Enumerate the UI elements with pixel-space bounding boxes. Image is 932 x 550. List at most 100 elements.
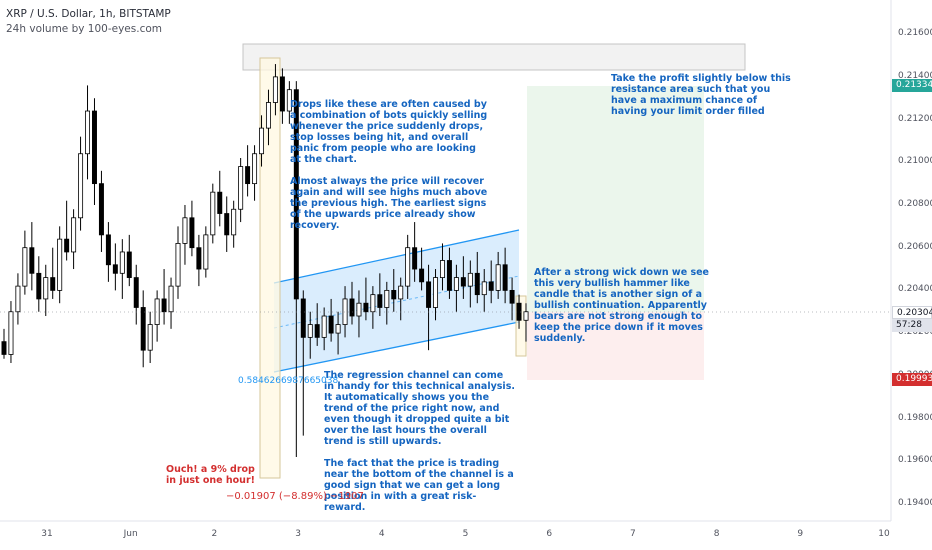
candle-body: [189, 217, 195, 249]
time-axis-tick: 8: [713, 529, 720, 539]
regression-channel-fill: [274, 230, 519, 372]
candle-body: [398, 285, 404, 300]
candle-body: [85, 110, 91, 155]
candle-body: [50, 277, 56, 291]
stop-loss-zone-box[interactable]: [527, 312, 704, 380]
candle-body: [140, 307, 146, 351]
candle-body: [474, 272, 480, 296]
candle: [8, 301, 14, 363]
candle-body: [356, 302, 362, 317]
candle: [50, 247, 56, 299]
time-axis-tick: Jun: [123, 529, 138, 539]
candle-body: [22, 247, 28, 287]
candle-body: [488, 281, 494, 291]
price-change-label: −0.01907 (−8.89%) −1907: [226, 491, 364, 502]
candle-body: [1, 341, 7, 355]
candle-body: [384, 289, 390, 308]
candle: [391, 269, 397, 312]
candle: [224, 196, 230, 252]
candle-body: [43, 277, 49, 300]
candle-body: [29, 247, 35, 274]
candle: [405, 234, 411, 299]
price-axis-tick: 0.21200: [898, 113, 932, 124]
time-axis-tick: 5: [462, 529, 469, 539]
time-axis-tick: 10: [878, 529, 890, 539]
candle: [321, 307, 327, 351]
candle: [363, 277, 369, 321]
candle: [133, 264, 139, 325]
candle: [252, 145, 258, 201]
candle-body: [217, 191, 223, 214]
candle-body: [203, 234, 209, 270]
candle-body: [419, 268, 425, 283]
candle: [460, 256, 466, 299]
candle: [488, 260, 494, 304]
candle: [509, 277, 515, 321]
time-axis-tick: 9: [797, 529, 804, 539]
candle: [265, 89, 271, 146]
candle-body: [78, 153, 84, 219]
candle-body: [426, 281, 432, 308]
candle: [523, 303, 529, 342]
candle: [453, 264, 459, 312]
candle-body: [321, 315, 327, 338]
candle: [57, 226, 63, 304]
note-hammer: After a strong wick down we see this ver…: [534, 267, 709, 344]
candle: [15, 273, 21, 325]
candle: [502, 247, 508, 304]
price-axis-tick: 0.21400: [898, 70, 932, 81]
price-axis-tick: 0.21000: [898, 156, 932, 167]
candle-body: [286, 89, 292, 112]
drop-highlight-box[interactable]: [259, 57, 281, 479]
note-take-profit: Take the profit slightly below this resi…: [611, 73, 791, 117]
candle: [29, 222, 35, 291]
candle-body: [105, 234, 111, 266]
candle-body: [147, 324, 153, 351]
candle-body: [15, 285, 21, 313]
candle: [433, 269, 439, 321]
profit-zone-box[interactable]: [527, 86, 704, 312]
candle: [91, 98, 97, 205]
candle: [196, 234, 202, 287]
candle-body: [481, 281, 487, 296]
candle-body: [196, 247, 202, 270]
candle: [22, 230, 28, 295]
candle-body: [467, 272, 473, 287]
candle: [279, 68, 285, 124]
candle-body: [112, 264, 118, 274]
price-axis-tick: 0.19600: [898, 455, 932, 466]
candle-body: [245, 166, 251, 185]
candle-body: [265, 102, 271, 129]
candle-body: [182, 217, 188, 244]
price-axis-tick: 0.21600: [898, 28, 932, 39]
candle: [335, 311, 341, 355]
regression-channel-lower[interactable]: [273, 321, 520, 373]
candle: [98, 170, 104, 252]
candle: [182, 204, 188, 265]
candle: [349, 281, 355, 325]
time-axis-tick: 6: [546, 529, 553, 539]
candle-body: [175, 243, 181, 287]
candle-body: [8, 311, 14, 355]
candle-body: [391, 289, 397, 300]
resistance-area-box[interactable]: [242, 43, 746, 71]
candle-body: [495, 264, 501, 291]
take-profit-price-tag: 0.21334: [892, 79, 932, 92]
candle-body: [126, 251, 132, 278]
candle: [286, 81, 292, 124]
regression-channel-upper[interactable]: [273, 229, 520, 284]
candle: [328, 298, 334, 342]
candle-body: [36, 272, 42, 300]
candle: [119, 239, 125, 299]
current-price-tag: 0.20304: [892, 306, 932, 319]
candle: [231, 200, 237, 248]
candle-body: [210, 191, 216, 236]
candle: [384, 281, 390, 325]
note-drops: Drops like these are often caused by a c…: [290, 99, 488, 231]
candle: [203, 226, 209, 278]
candle-body: [523, 311, 529, 321]
candle-body: [328, 315, 334, 334]
candle-body: [460, 277, 466, 287]
